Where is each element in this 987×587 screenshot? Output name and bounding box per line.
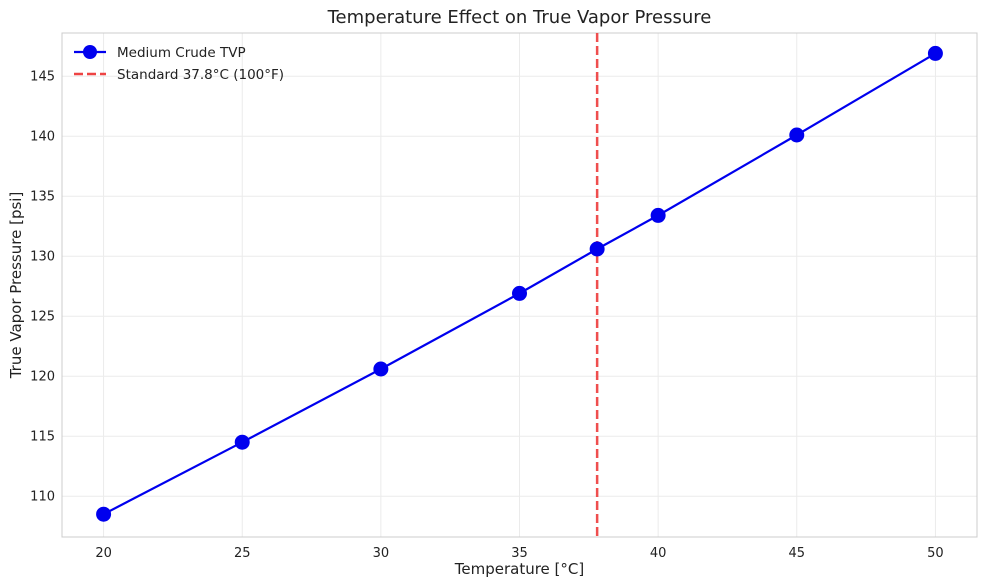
x-tick-label: 45 (788, 546, 805, 561)
data-point (512, 285, 527, 301)
x-axis-label: Temperature [°C] (454, 560, 584, 578)
y-tick-label: 110 (30, 490, 55, 505)
series-line (103, 52, 936, 516)
data-point (234, 434, 250, 450)
series (96, 45, 943, 522)
data-point (650, 207, 666, 223)
x-tick-label: 40 (650, 546, 667, 561)
legend-label: Medium Crude TVP (117, 45, 246, 61)
y-tick-label: 120 (30, 370, 55, 385)
x-tick-label: 30 (373, 546, 390, 561)
x-tick-label: 35 (511, 546, 528, 561)
legend: Medium Crude TVP Standard 37.8°C (100°F) (74, 45, 284, 83)
axis-ticks: 20 25 30 35 40 45 50 110 115 120 125 130 135 140 145 (30, 70, 944, 561)
legend-label: Standard 37.8°C (100°F) (117, 67, 284, 83)
y-tick-label: 145 (30, 70, 55, 85)
y-tick-label: 115 (30, 430, 55, 445)
y-tick-label: 140 (30, 130, 55, 145)
data-point (789, 127, 805, 143)
y-tick-label: 130 (30, 250, 55, 265)
chart-title: Temperature Effect on True Vapor Pressur… (327, 7, 712, 28)
x-tick-label: 20 (95, 546, 112, 561)
plot-frame (61, 32, 978, 538)
y-tick-label: 125 (30, 310, 55, 325)
data-point (96, 506, 112, 522)
data-point (927, 45, 943, 61)
x-tick-label: 50 (927, 546, 944, 561)
y-axis-label: True Vapor Pressure [psi] (7, 192, 25, 380)
legend-swatch-marker (83, 45, 97, 59)
y-tick-label: 135 (30, 190, 55, 205)
grid (62, 33, 977, 537)
data-point (589, 241, 605, 257)
x-tick-label: 25 (234, 546, 251, 561)
data-point (373, 361, 389, 377)
